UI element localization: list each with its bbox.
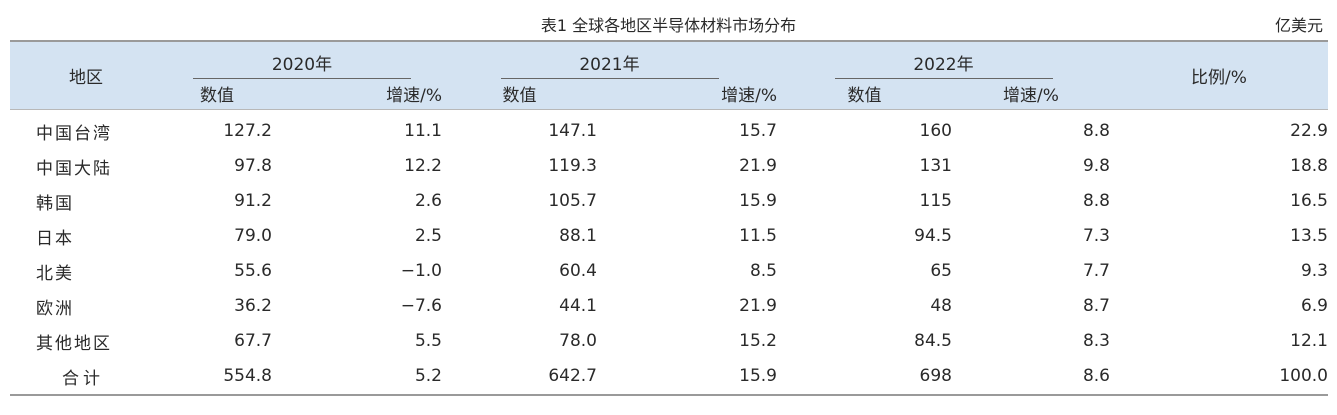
growth-2021-cell: 21.9 [739, 156, 777, 176]
value-header-2021: 数值 [502, 86, 537, 107]
growth-2020-cell: 12.2 [404, 156, 442, 176]
region-cell: 其他地区 [36, 333, 112, 354]
region-cell: 欧洲 [36, 298, 74, 319]
value-2021-cell: 78.0 [559, 331, 597, 351]
growth-2022-cell: 9.8 [1082, 156, 1110, 176]
region-cell: 日本 [36, 228, 74, 249]
growth-2020-cell: 11.1 [404, 121, 442, 141]
value-2022-cell: 115 [919, 191, 952, 211]
growth-2021-cell: 21.9 [739, 296, 777, 316]
year-header-2020: 2020年 [162, 41, 442, 79]
growth-2022-cell: 7.3 [1082, 226, 1110, 246]
growth-2021-cell: 11.5 [739, 226, 777, 246]
region-cell: 韩国 [36, 193, 74, 214]
growth-2020-cell: 5.2 [414, 366, 442, 386]
growth-2021-cell: 15.2 [739, 331, 777, 351]
value-header-2022: 数值 [847, 86, 882, 107]
value-2021-cell: 60.4 [559, 261, 597, 281]
value-header-2020: 数值 [200, 86, 234, 107]
total-label: 合计 [62, 368, 104, 389]
value-2021-cell: 119.3 [548, 156, 597, 176]
value-2022-cell: 94.5 [914, 226, 952, 246]
growth-2021-cell: 15.9 [739, 366, 777, 386]
growth-header-2020: 增速/% [386, 86, 442, 107]
growth-2021-cell: 15.7 [739, 121, 777, 141]
value-2022-cell: 84.5 [914, 331, 952, 351]
growth-2021-cell: 15.9 [739, 191, 777, 211]
ratio-cell: 6.9 [1300, 296, 1328, 316]
table-row: 其他地区 67.7 5.5 78.0 15.2 84.5 8.3 12.1 [10, 324, 1328, 359]
ratio-cell: 16.5 [1290, 191, 1328, 211]
growth-2021-cell: 8.5 [749, 261, 777, 281]
ratio-cell: 22.9 [1290, 121, 1328, 141]
growth-2022-cell: 8.3 [1082, 331, 1110, 351]
growth-2020-cell: 5.5 [414, 331, 442, 351]
region-cell: 中国台湾 [36, 123, 112, 144]
value-2020-cell: 91.2 [234, 191, 272, 211]
growth-2022-cell: 8.6 [1082, 366, 1110, 386]
region-header: 地区 [69, 67, 103, 88]
value-2020-cell: 55.6 [234, 261, 272, 281]
region-cell: 北美 [36, 263, 74, 284]
growth-2022-cell: 7.7 [1082, 261, 1110, 281]
table-body: 中国台湾 127.2 11.1 147.1 15.7 160 8.8 22.9 … [10, 109, 1328, 395]
value-2020-cell: 127.2 [223, 121, 272, 141]
value-2020-cell: 67.7 [234, 331, 272, 351]
table-header: 地区 2020年 2021年 2022年 比例/% 数值 增速/% 数值 增速/… [10, 41, 1328, 109]
ratio-cell: 18.8 [1290, 156, 1328, 176]
region-cell: 中国大陆 [36, 158, 112, 179]
table-title: 表1 全球各地区半导体材料市场分布 [540, 16, 797, 35]
year-header-2021: 2021年 [442, 41, 777, 79]
ratio-header: 比例/% [1191, 67, 1247, 88]
table-row: 北美 55.6 −1.0 60.4 8.5 65 7.7 9.3 [10, 254, 1328, 289]
value-2021-cell: 44.1 [559, 296, 597, 316]
ratio-cell: 9.3 [1300, 261, 1328, 281]
growth-header-2021: 增速/% [721, 86, 777, 107]
growth-2022-cell: 8.8 [1082, 121, 1110, 141]
ratio-cell: 13.5 [1290, 226, 1328, 246]
value-2021-cell: 642.7 [548, 366, 597, 386]
value-2021-cell: 88.1 [559, 226, 597, 246]
unit-label: 亿美元 [1274, 16, 1323, 35]
total-row: 合计 554.8 5.2 642.7 15.9 698 8.6 100.0 [10, 359, 1328, 395]
growth-2022-cell: 8.7 [1082, 296, 1110, 316]
year-header-2022: 2022年 [777, 41, 1110, 79]
value-2022-cell: 160 [919, 121, 952, 141]
market-table: 地区 2020年 2021年 2022年 比例/% 数值 增速/% 数值 增速/… [10, 40, 1328, 396]
value-2020-cell: 36.2 [234, 296, 272, 316]
table-row: 日本 79.0 2.5 88.1 11.5 94.5 7.3 13.5 [10, 219, 1328, 254]
ratio-cell: 12.1 [1290, 331, 1328, 351]
value-2021-cell: 147.1 [548, 121, 597, 141]
ratio-cell: 100.0 [1279, 366, 1328, 386]
growth-2020-cell: 2.5 [414, 226, 442, 246]
growth-2020-cell: −7.6 [400, 296, 442, 316]
table-row: 欧洲 36.2 −7.6 44.1 21.9 48 8.7 6.9 [10, 289, 1328, 324]
value-2022-cell: 65 [930, 261, 952, 281]
value-2022-cell: 48 [930, 296, 952, 316]
table-row: 中国台湾 127.2 11.1 147.1 15.7 160 8.8 22.9 [10, 109, 1328, 149]
value-2020-cell: 79.0 [234, 226, 272, 246]
value-2022-cell: 698 [919, 366, 952, 386]
growth-2020-cell: −1.0 [400, 261, 442, 281]
value-2020-cell: 554.8 [223, 366, 272, 386]
table-row: 韩国 91.2 2.6 105.7 15.9 115 8.8 16.5 [10, 184, 1328, 219]
value-2022-cell: 131 [919, 156, 952, 176]
growth-2020-cell: 2.6 [414, 191, 442, 211]
value-2021-cell: 105.7 [548, 191, 597, 211]
growth-header-2022: 增速/% [1003, 86, 1059, 107]
value-2020-cell: 97.8 [234, 156, 272, 176]
table-row: 中国大陆 97.8 12.2 119.3 21.9 131 9.8 18.8 [10, 149, 1328, 184]
growth-2022-cell: 8.8 [1082, 191, 1110, 211]
